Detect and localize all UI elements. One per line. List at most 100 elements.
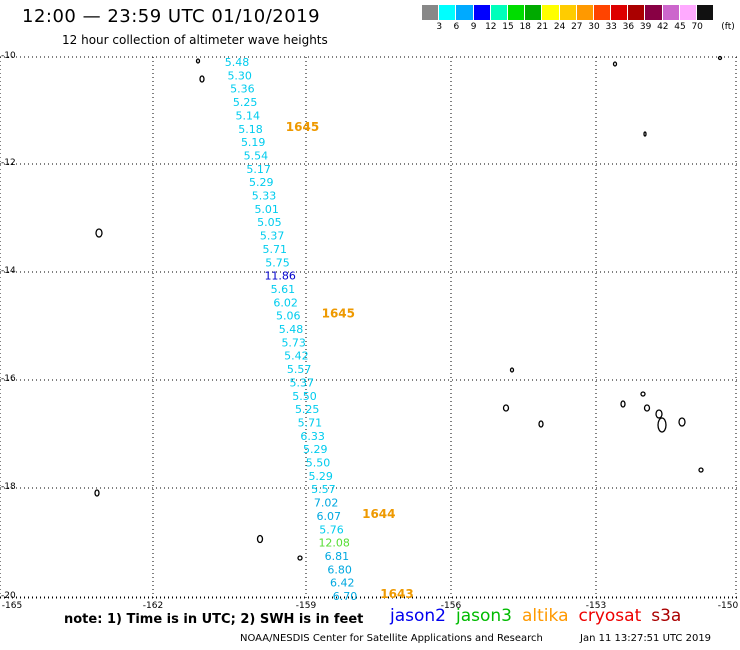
pass-time-label: 1643 <box>380 587 413 601</box>
wave-height-value: 6.81 <box>325 550 350 563</box>
color-scale-tick: 12 <box>485 22 497 32</box>
wave-height-value: 5.25 <box>295 403 320 416</box>
wave-height-value: 5.19 <box>241 136 266 149</box>
color-swatch <box>576 5 594 20</box>
wave-height-value: 6.33 <box>300 430 325 443</box>
island-outline <box>95 228 103 238</box>
pass-time-label: 1645 <box>322 307 355 321</box>
island-outline <box>297 555 303 561</box>
color-swatch <box>490 5 508 20</box>
wave-height-value: 5.37 <box>260 230 285 243</box>
satellite-jason2: jason2 <box>390 606 446 626</box>
wave-height-value: 5.75 <box>265 256 290 269</box>
latitude-label: -16 <box>1 374 16 384</box>
latitude-label: -20 <box>1 591 16 601</box>
color-scale-tick: 36 <box>622 22 635 32</box>
wave-height-value: 5.50 <box>306 457 331 470</box>
wave-height-value: 5.33 <box>252 190 277 203</box>
wave-height-value: 5.25 <box>233 96 258 109</box>
wave-height-value: 5.14 <box>236 109 261 122</box>
wave-height-value: 6.02 <box>273 296 298 309</box>
island-outline <box>620 400 626 408</box>
island-outline <box>199 75 205 83</box>
pass-time-label: 1645 <box>286 120 319 134</box>
color-swatch <box>559 5 577 20</box>
color-scale-tick: 27 <box>571 22 583 32</box>
color-scale-tick: 6 <box>453 22 460 32</box>
longitude-label: -153 <box>585 601 607 611</box>
wave-height-value: 5.36 <box>230 83 255 96</box>
wave-height-value: 5.42 <box>284 350 309 363</box>
longitude-label: -150 <box>717 601 739 611</box>
wave-height-value: 5.30 <box>227 69 252 82</box>
island-outline <box>612 61 618 67</box>
color-scale-tick: 9 <box>470 22 477 32</box>
island-outline <box>717 55 723 61</box>
generated-timestamp: Jan 11 13:27:51 UTC 2019 <box>580 633 712 644</box>
wave-height-value: 5.61 <box>271 283 296 296</box>
color-scale-tick: 42 <box>657 22 669 32</box>
island-outline <box>195 58 201 64</box>
page-title: 12:00 — 23:59 UTC 01/10/2019 <box>22 6 321 27</box>
wave-height-value: 6.80 <box>327 563 352 576</box>
color-swatch <box>662 5 680 20</box>
wave-height-value: 5.71 <box>263 243 288 256</box>
latitude-label: -14 <box>1 266 16 276</box>
island-outline <box>643 131 647 137</box>
color-scale-tick: 24 <box>553 22 566 32</box>
wave-height-value: 5.05 <box>257 216 282 229</box>
wave-height-value: 5.54 <box>244 149 269 162</box>
island-outline <box>640 391 646 397</box>
wave-height-value: 11.86 <box>264 270 296 283</box>
island-outline <box>538 420 544 428</box>
wave-height-value: 5.37 <box>290 376 315 389</box>
satellite-legend: jason2 jason3 altika cryosat s3a <box>390 606 691 626</box>
color-scale-tick: 18 <box>519 22 531 32</box>
island-outline <box>655 409 663 419</box>
pass-time-label: 1644 <box>362 507 395 521</box>
color-scale-tick: 39 <box>639 22 652 32</box>
wave-height-value: 6.70 <box>333 590 358 603</box>
island-outline <box>502 404 510 412</box>
color-swatch <box>422 5 440 20</box>
wave-height-value: 12.08 <box>318 537 350 550</box>
longitude-label: -162 <box>142 601 164 611</box>
island-outline <box>678 417 686 427</box>
color-scale-tick: 15 <box>502 22 514 32</box>
credit-line: NOAA/NESDIS Center for Satellite Applica… <box>240 633 543 644</box>
color-scale-tick: 3 <box>436 22 443 32</box>
color-scale-tick: 30 <box>588 22 600 32</box>
longitude-label: -159 <box>295 601 317 611</box>
island-outline <box>698 467 704 473</box>
color-swatch <box>645 5 663 20</box>
longitude-label: -165 <box>1 601 23 611</box>
color-swatch <box>628 5 646 20</box>
longitude-label: -156 <box>440 601 462 611</box>
color-swatch <box>542 5 560 20</box>
wave-height-value: 5.17 <box>246 163 271 176</box>
wave-height-value: 5.29 <box>308 470 333 483</box>
island-outline <box>94 489 100 497</box>
satellite-altika: altika <box>522 606 569 626</box>
color-swatch <box>456 5 474 20</box>
color-swatch <box>507 5 526 20</box>
color-swatch <box>439 5 457 20</box>
wave-height-value: 5.06 <box>276 310 301 323</box>
wave-height-value: 5.57 <box>311 483 336 496</box>
altimeter-track: 5.485.305.365.255.145.185.195.545.175.29… <box>225 56 358 603</box>
wave-height-value: 5.50 <box>292 390 317 403</box>
color-scale-ticks: 3 6 9 12 15 18 21 24 27 30 33 36 39 42 45 70 (ft) <box>422 22 740 34</box>
wave-height-value: 6.07 <box>317 510 342 523</box>
wave-height-value: 5.29 <box>249 176 274 189</box>
wave-height-value: 5.01 <box>254 203 279 216</box>
latitude-label: -18 <box>1 482 16 492</box>
island-outline <box>643 404 651 412</box>
island-outline <box>509 367 515 373</box>
wave-height-value: 5.73 <box>281 336 306 349</box>
footnote: note: 1) Time is in UTC; 2) SWH is in fe… <box>64 612 364 627</box>
color-swatch <box>593 5 612 20</box>
color-swatch <box>525 5 543 20</box>
color-scale-unit: (ft) <box>721 22 735 32</box>
wave-height-value: 5.48 <box>279 323 304 336</box>
